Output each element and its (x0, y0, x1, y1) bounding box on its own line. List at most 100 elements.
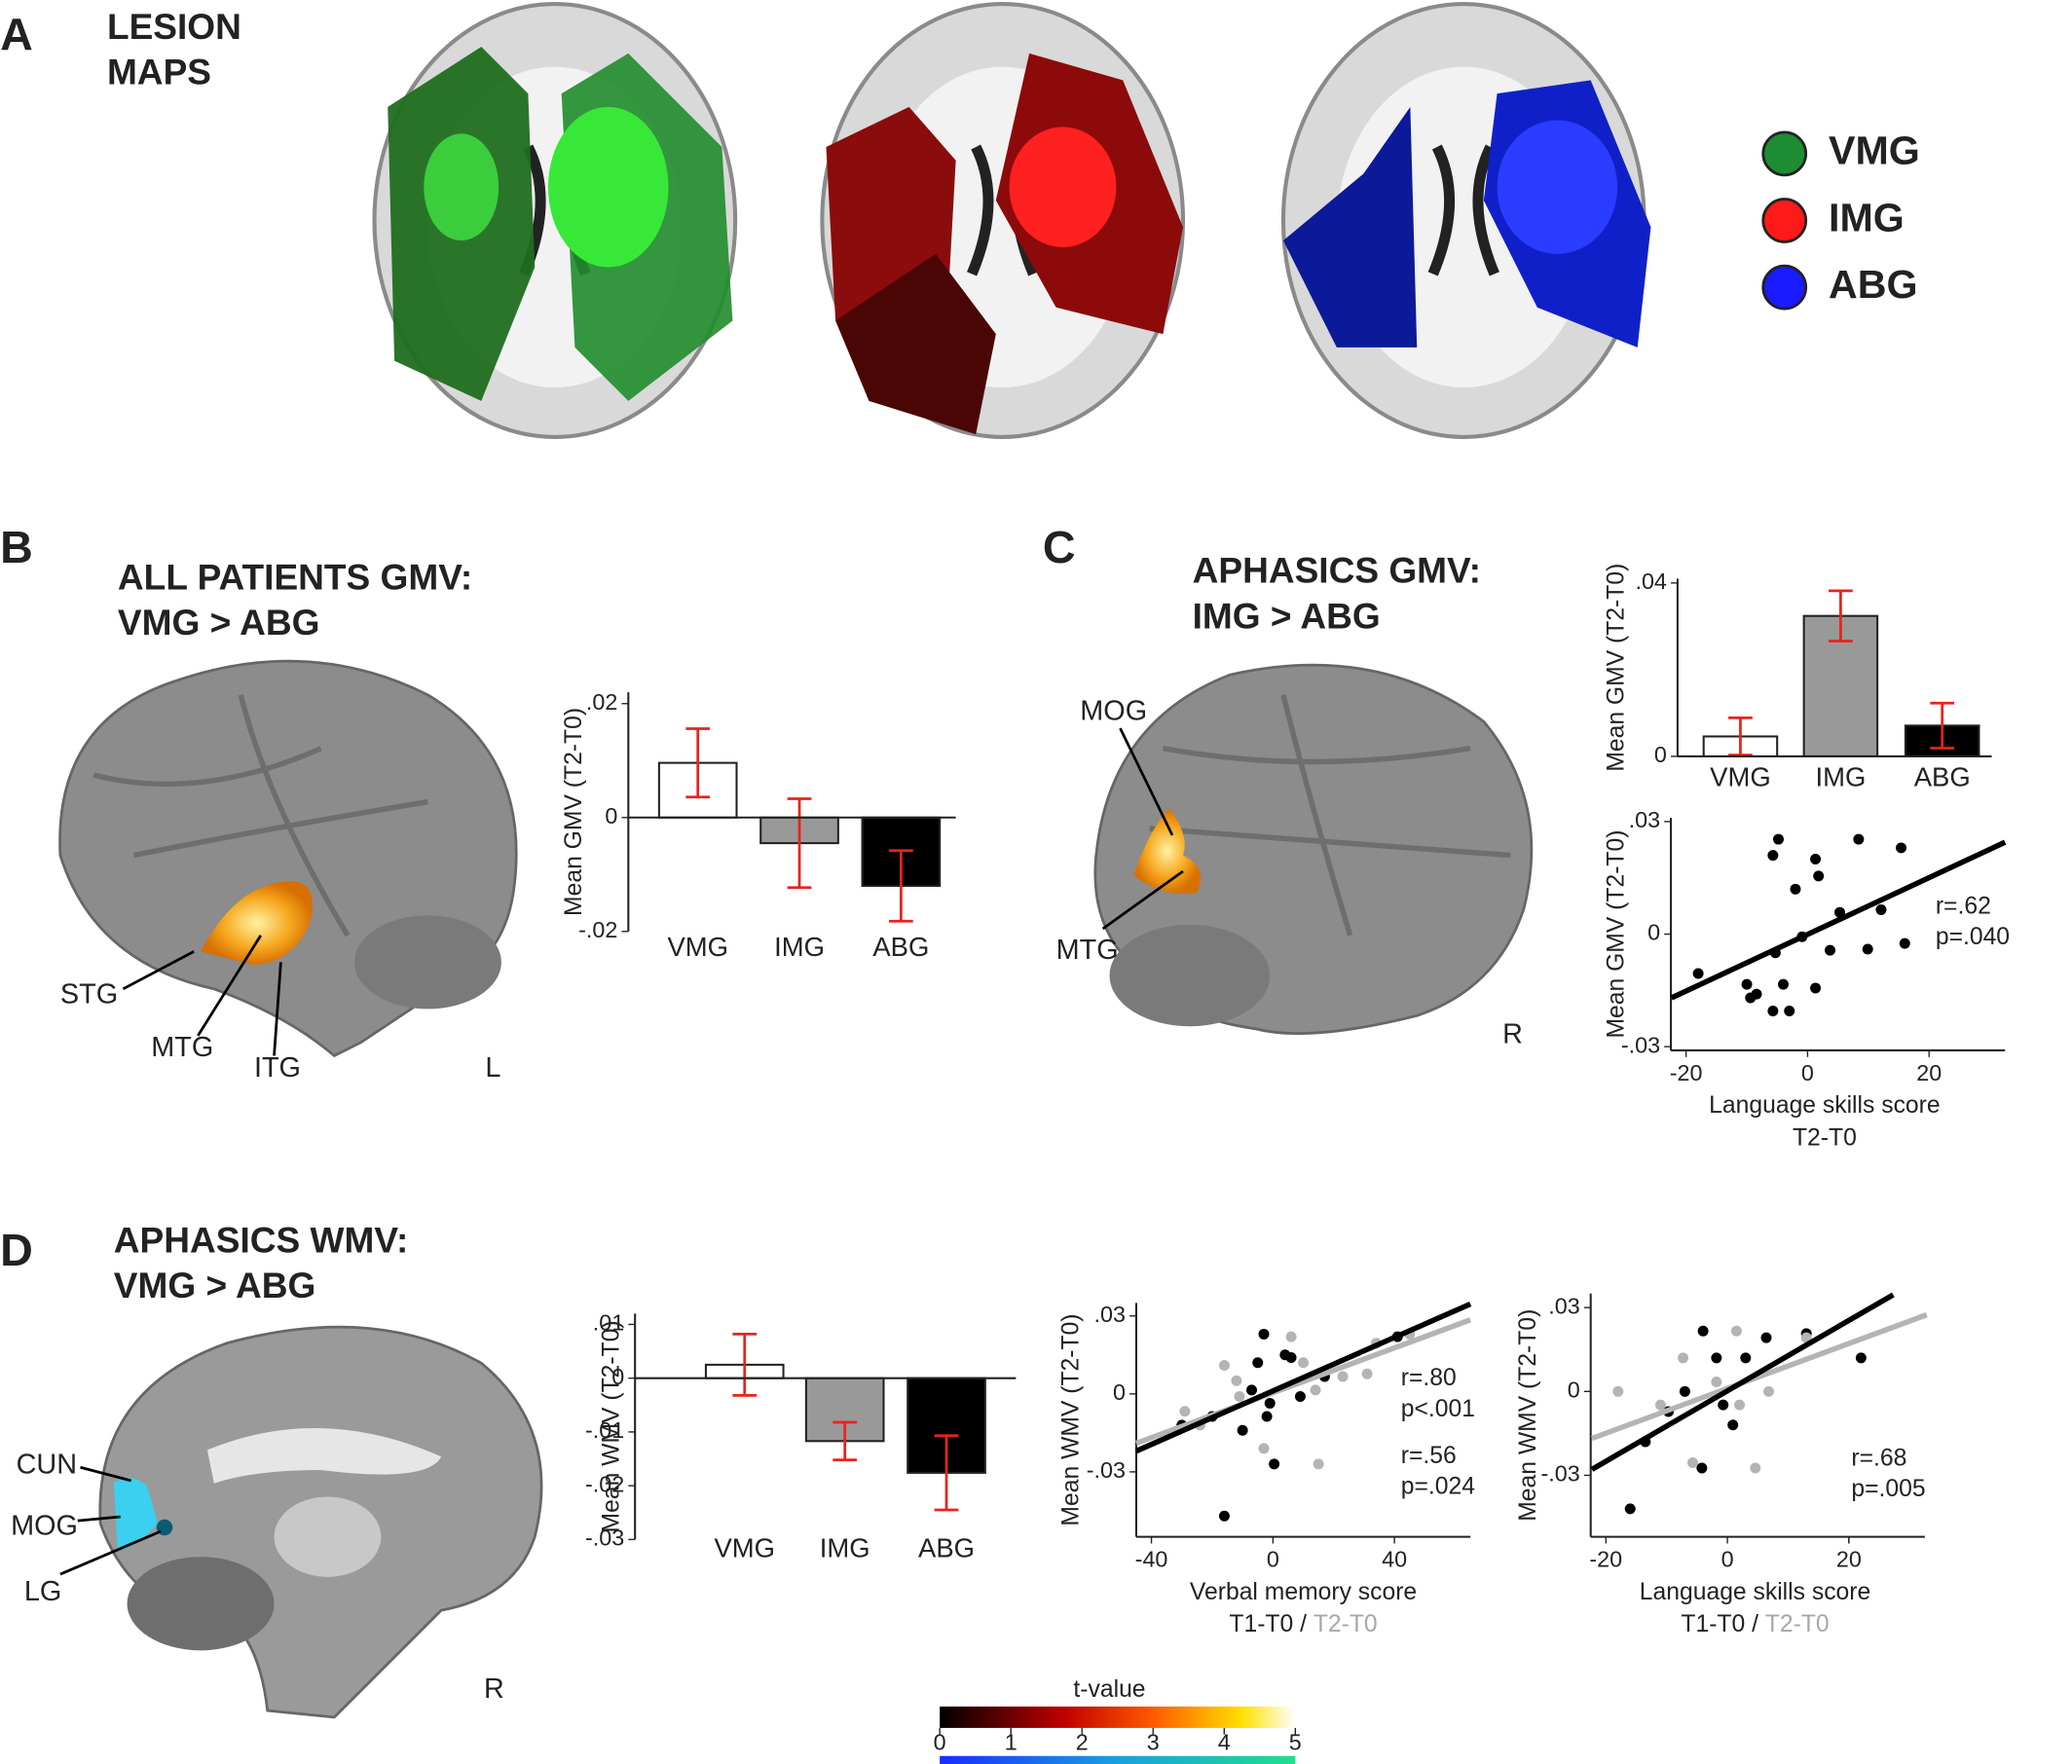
y-tick-label: 0 (605, 803, 617, 828)
x-axis-label: Language skills score (1709, 1092, 1940, 1119)
point (1899, 937, 1910, 949)
point (1697, 1325, 1709, 1337)
y-tick-label: 0 (1654, 742, 1667, 767)
point (1825, 944, 1836, 956)
x-tick-label: ABG (872, 932, 929, 962)
side-label: R (484, 1673, 504, 1705)
point (1734, 1399, 1746, 1411)
x-axis-sublabel-part: T2-T0 (1765, 1611, 1830, 1637)
x-axis-sublabel-part: T2-T0 (1793, 1124, 1857, 1151)
point (1679, 1385, 1690, 1397)
y-tick-label: -.03 (1621, 1032, 1660, 1057)
colorbar-tick-label: 0 (934, 1730, 946, 1755)
brain-sagittal (59, 1325, 543, 1719)
fit-line (1135, 1317, 1472, 1447)
region-label: CUN (17, 1449, 77, 1480)
point (1862, 943, 1873, 955)
y-tick-label: 0 (1568, 1377, 1580, 1402)
point (1313, 1458, 1324, 1470)
annotation: p=.040 (1936, 924, 2010, 950)
side-label: R (1502, 1018, 1523, 1049)
point (1730, 1325, 1742, 1337)
x-axis-sublabel: T1-T0 / T2-T0 (1681, 1611, 1829, 1637)
x-axis-sublabel-part: / (1300, 1611, 1307, 1637)
x-tick-label: IMG (1815, 762, 1866, 792)
point (1654, 1399, 1666, 1411)
colorbar-tick-label: 5 (1289, 1730, 1302, 1755)
point (1285, 1351, 1297, 1363)
y-tick-label: .03 (1548, 1293, 1579, 1318)
x-tick-label: 0 (1721, 1547, 1734, 1572)
x-tick-label: -40 (1135, 1547, 1168, 1572)
y-tick-label: 0 (1647, 920, 1660, 945)
annotation: p=.005 (1851, 1476, 1925, 1502)
point (1810, 982, 1822, 994)
x-tick-label: 20 (1836, 1547, 1862, 1572)
point (1810, 853, 1822, 864)
y-tick-label: -.02 (578, 917, 617, 942)
point (1741, 978, 1753, 990)
region-label: LG (24, 1576, 61, 1607)
x-axis-sublabel-part: T1-T0 (1681, 1611, 1745, 1637)
legend-label: IMG (1829, 195, 1905, 239)
x-tick-label: VMG (1710, 762, 1771, 792)
point (1246, 1384, 1257, 1396)
legend-label: ABG (1829, 262, 1918, 307)
panel-label: B (0, 522, 33, 572)
point (1763, 1385, 1774, 1397)
panel-label: C (1043, 522, 1076, 572)
y-tick-label: -.03 (1087, 1457, 1126, 1483)
point (1740, 1352, 1752, 1364)
point (1875, 904, 1887, 915)
annotation: r=.56 (1401, 1443, 1457, 1469)
x-tick-label: VMG (714, 1533, 774, 1563)
annotation: p=.024 (1401, 1473, 1475, 1499)
point (1760, 1332, 1772, 1343)
y-axis-label: Mean GMV (T2-T0) (1604, 830, 1630, 1039)
point (1269, 1458, 1280, 1470)
panel-title: IMG > ABG (1193, 595, 1381, 636)
x-axis-sublabel-part: / (1752, 1611, 1758, 1637)
point (1687, 1457, 1698, 1469)
y-tick-label: -.02 (585, 1471, 624, 1496)
point (1784, 1006, 1795, 1017)
point (1834, 906, 1845, 918)
x-tick-label: ABG (1914, 762, 1971, 792)
point (1692, 968, 1704, 979)
fit-line (1590, 1312, 1928, 1442)
point (1218, 1510, 1230, 1522)
y-axis-label: Mean GMV (T2-T0) (561, 708, 587, 916)
lesion-map-vmg (372, 2, 738, 439)
x-axis-label: Verbal memory score (1190, 1579, 1417, 1605)
point (1777, 978, 1789, 990)
annotation: r=.62 (1936, 894, 1991, 920)
point (1678, 1352, 1689, 1364)
point (1855, 1352, 1867, 1364)
x-tick-label: -20 (1670, 1060, 1703, 1085)
panel-label: A (0, 9, 33, 59)
panel-title: VMG > ABG (118, 602, 320, 643)
point (1767, 850, 1779, 862)
colorbar-cool-band (940, 1755, 1296, 1762)
point (1264, 1397, 1276, 1409)
side-label: L (485, 1052, 500, 1084)
brain-lateral (1093, 663, 1534, 1035)
y-tick-label: -.03 (1540, 1461, 1579, 1487)
point (1294, 1391, 1306, 1402)
colorbar-tick-label: 4 (1218, 1730, 1231, 1755)
y-tick-label: .04 (1635, 569, 1666, 594)
y-axis-label: Mean WMV (T2-T0) (598, 1320, 624, 1532)
annotation: r=.68 (1851, 1446, 1906, 1472)
region-label: ITG (254, 1052, 301, 1084)
panel-label: D (0, 1225, 33, 1275)
point (1234, 1391, 1245, 1402)
colorbar-tick-label: 3 (1147, 1730, 1160, 1755)
x-axis-sublabel-part: T2-T0 (1314, 1611, 1378, 1637)
point (1696, 1462, 1708, 1474)
region-label: MOG (1080, 695, 1147, 726)
point (1285, 1331, 1297, 1342)
point (1361, 1368, 1373, 1379)
point (1750, 1462, 1761, 1474)
x-tick-label: ABG (918, 1533, 975, 1563)
x-axis-label: Language skills score (1640, 1579, 1870, 1605)
